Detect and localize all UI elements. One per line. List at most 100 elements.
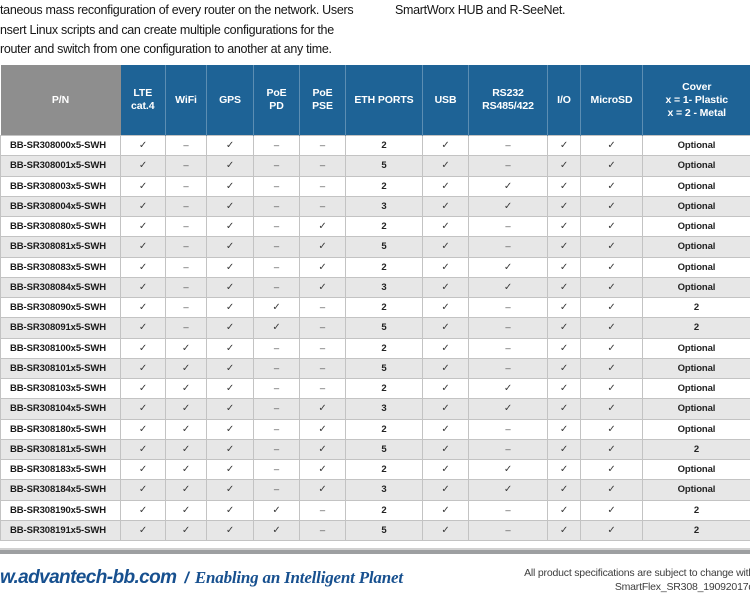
dash-cell: – (253, 134, 300, 157)
spec-value-cell: 2 (642, 499, 750, 521)
check-icon: ✓ (547, 134, 581, 157)
check-icon: ✓ (580, 479, 643, 501)
spec-value-cell: Optional (642, 276, 750, 299)
check-icon: ✓ (422, 479, 469, 501)
dash-cell: – (468, 438, 548, 461)
dash-cell: – (253, 256, 300, 278)
spec-value-cell: 2 (642, 519, 750, 542)
spec-value-cell: 2 (345, 377, 423, 400)
check-icon: ✓ (468, 479, 548, 501)
dash-cell: – (299, 499, 346, 521)
dash-cell: – (468, 134, 548, 157)
part-number-cell: BB-SR308101x5-SWH (0, 357, 121, 380)
spec-value-cell: 2 (345, 215, 423, 238)
spec-table-body: BB-SR308000x5-SWH ✓ – ✓ – –2 ✓ – ✓ ✓ Optional BB-SR… (0, 134, 750, 542)
part-number-cell: BB-SR308084x5-SWH (0, 276, 121, 299)
check-icon: ✓ (468, 398, 548, 420)
check-icon: ✓ (299, 215, 346, 238)
dash-cell: – (468, 337, 548, 359)
check-icon: ✓ (120, 256, 166, 278)
check-icon: ✓ (120, 458, 166, 481)
part-number-cell: BB-SR308184x5-SWH (0, 479, 121, 501)
check-icon: ✓ (206, 458, 254, 481)
col-header-io: I/O (547, 65, 581, 136)
col-header-wifi: WiFi (165, 65, 207, 136)
col-header-usb: USB (422, 65, 469, 136)
header-row: P/N LTE cat.4 WiFi GPS PoE PD PoE PSE ET… (0, 65, 750, 136)
check-icon: ✓ (468, 195, 548, 218)
check-icon: ✓ (206, 134, 254, 157)
col-header-poe-pd: PoE PD (253, 65, 300, 136)
table-row: BB-SR308081x5-SWH ✓ – ✓ – ✓ 5 ✓ – ✓ ✓ Optional (0, 236, 750, 258)
dash-cell: – (165, 175, 207, 197)
part-number-cell: BB-SR308183x5-SWH (0, 458, 121, 481)
part-number-cell: BB-SR308104x5-SWH (0, 398, 121, 420)
footer-note-line: All product specifications are subject t… (524, 567, 750, 579)
check-icon: ✓ (422, 175, 469, 197)
dash-cell: – (253, 155, 300, 177)
check-icon: ✓ (547, 458, 581, 481)
table-row: BB-SR308184x5-SWH ✓ ✓ ✓ – ✓ 3 ✓ ✓ ✓ ✓ Optional (0, 479, 750, 501)
check-icon: ✓ (580, 276, 643, 299)
check-icon: ✓ (120, 317, 166, 339)
check-icon: ✓ (253, 519, 300, 542)
divider-line (0, 548, 750, 550)
dash-cell: – (253, 337, 300, 359)
spec-value-cell: Optional (642, 215, 750, 238)
check-icon: ✓ (580, 155, 643, 177)
table-row: BB-SR308190x5-SWH ✓ ✓ ✓ ✓ –2 ✓ – ✓ ✓ 2 (0, 499, 750, 521)
check-icon: ✓ (120, 134, 166, 157)
dash-cell: – (253, 418, 300, 440)
dash-cell: – (253, 377, 300, 400)
footer-brand: w.advantech-bb.com / Enabling an Intellige… (0, 567, 403, 589)
check-icon: ✓ (580, 134, 643, 157)
table-row: BB-SR308000x5-SWH ✓ – ✓ – –2 ✓ – ✓ ✓ Optional (0, 134, 750, 157)
check-icon: ✓ (580, 458, 643, 481)
dash-cell: – (468, 357, 548, 380)
check-icon: ✓ (468, 276, 548, 299)
col-header-pn: P/N (0, 65, 121, 136)
website-link[interactable]: w.advantech-bb.com (0, 567, 177, 588)
part-number-cell: BB-SR308190x5-SWH (0, 499, 121, 521)
check-icon: ✓ (580, 418, 643, 440)
spec-value-cell: Optional (642, 479, 750, 501)
check-icon: ✓ (547, 317, 581, 339)
spec-value-cell: Optional (642, 398, 750, 420)
spec-value-cell: Optional (642, 256, 750, 278)
check-icon: ✓ (206, 276, 254, 299)
table-row: BB-SR308084x5-SWH ✓ – ✓ – ✓ 3 ✓ ✓ ✓ ✓ Optional (0, 276, 750, 299)
part-number-cell: BB-SR308090x5-SWH (0, 296, 121, 319)
spec-value-cell: 2 (345, 296, 423, 319)
col-header-gps: GPS (206, 65, 254, 136)
check-icon: ✓ (547, 357, 581, 380)
dash-cell: – (165, 296, 207, 319)
dash-cell: – (299, 175, 346, 197)
part-number-cell: BB-SR308180x5-SWH (0, 418, 121, 440)
check-icon: ✓ (120, 377, 166, 400)
footer-slogan: Enabling an Intelligent Planet (194, 568, 403, 587)
dash-cell: – (253, 276, 300, 299)
part-number-cell: BB-SR308100x5-SWH (0, 337, 121, 359)
dash-cell: – (253, 458, 300, 481)
check-icon: ✓ (547, 398, 581, 420)
check-icon: ✓ (165, 337, 207, 359)
spec-value-cell: 5 (345, 519, 423, 542)
part-number-cell: BB-SR308004x5-SWH (0, 195, 121, 218)
spec-value-cell: 3 (345, 195, 423, 218)
check-icon: ✓ (120, 195, 166, 218)
col-header-rs232: RS232 RS485/422 (468, 65, 548, 136)
part-number-cell: BB-SR308091x5-SWH (0, 317, 121, 339)
dash-cell: – (299, 377, 346, 400)
spec-value-cell: 2 (642, 438, 750, 461)
check-icon: ✓ (422, 215, 469, 238)
spec-value-cell: Optional (642, 337, 750, 359)
spec-value-cell: 3 (345, 276, 423, 299)
part-number-cell: BB-SR308083x5-SWH (0, 256, 121, 278)
check-icon: ✓ (580, 519, 643, 542)
check-icon: ✓ (206, 155, 254, 177)
check-icon: ✓ (120, 155, 166, 177)
check-icon: ✓ (422, 377, 469, 400)
check-icon: ✓ (165, 479, 207, 501)
check-icon: ✓ (580, 438, 643, 461)
